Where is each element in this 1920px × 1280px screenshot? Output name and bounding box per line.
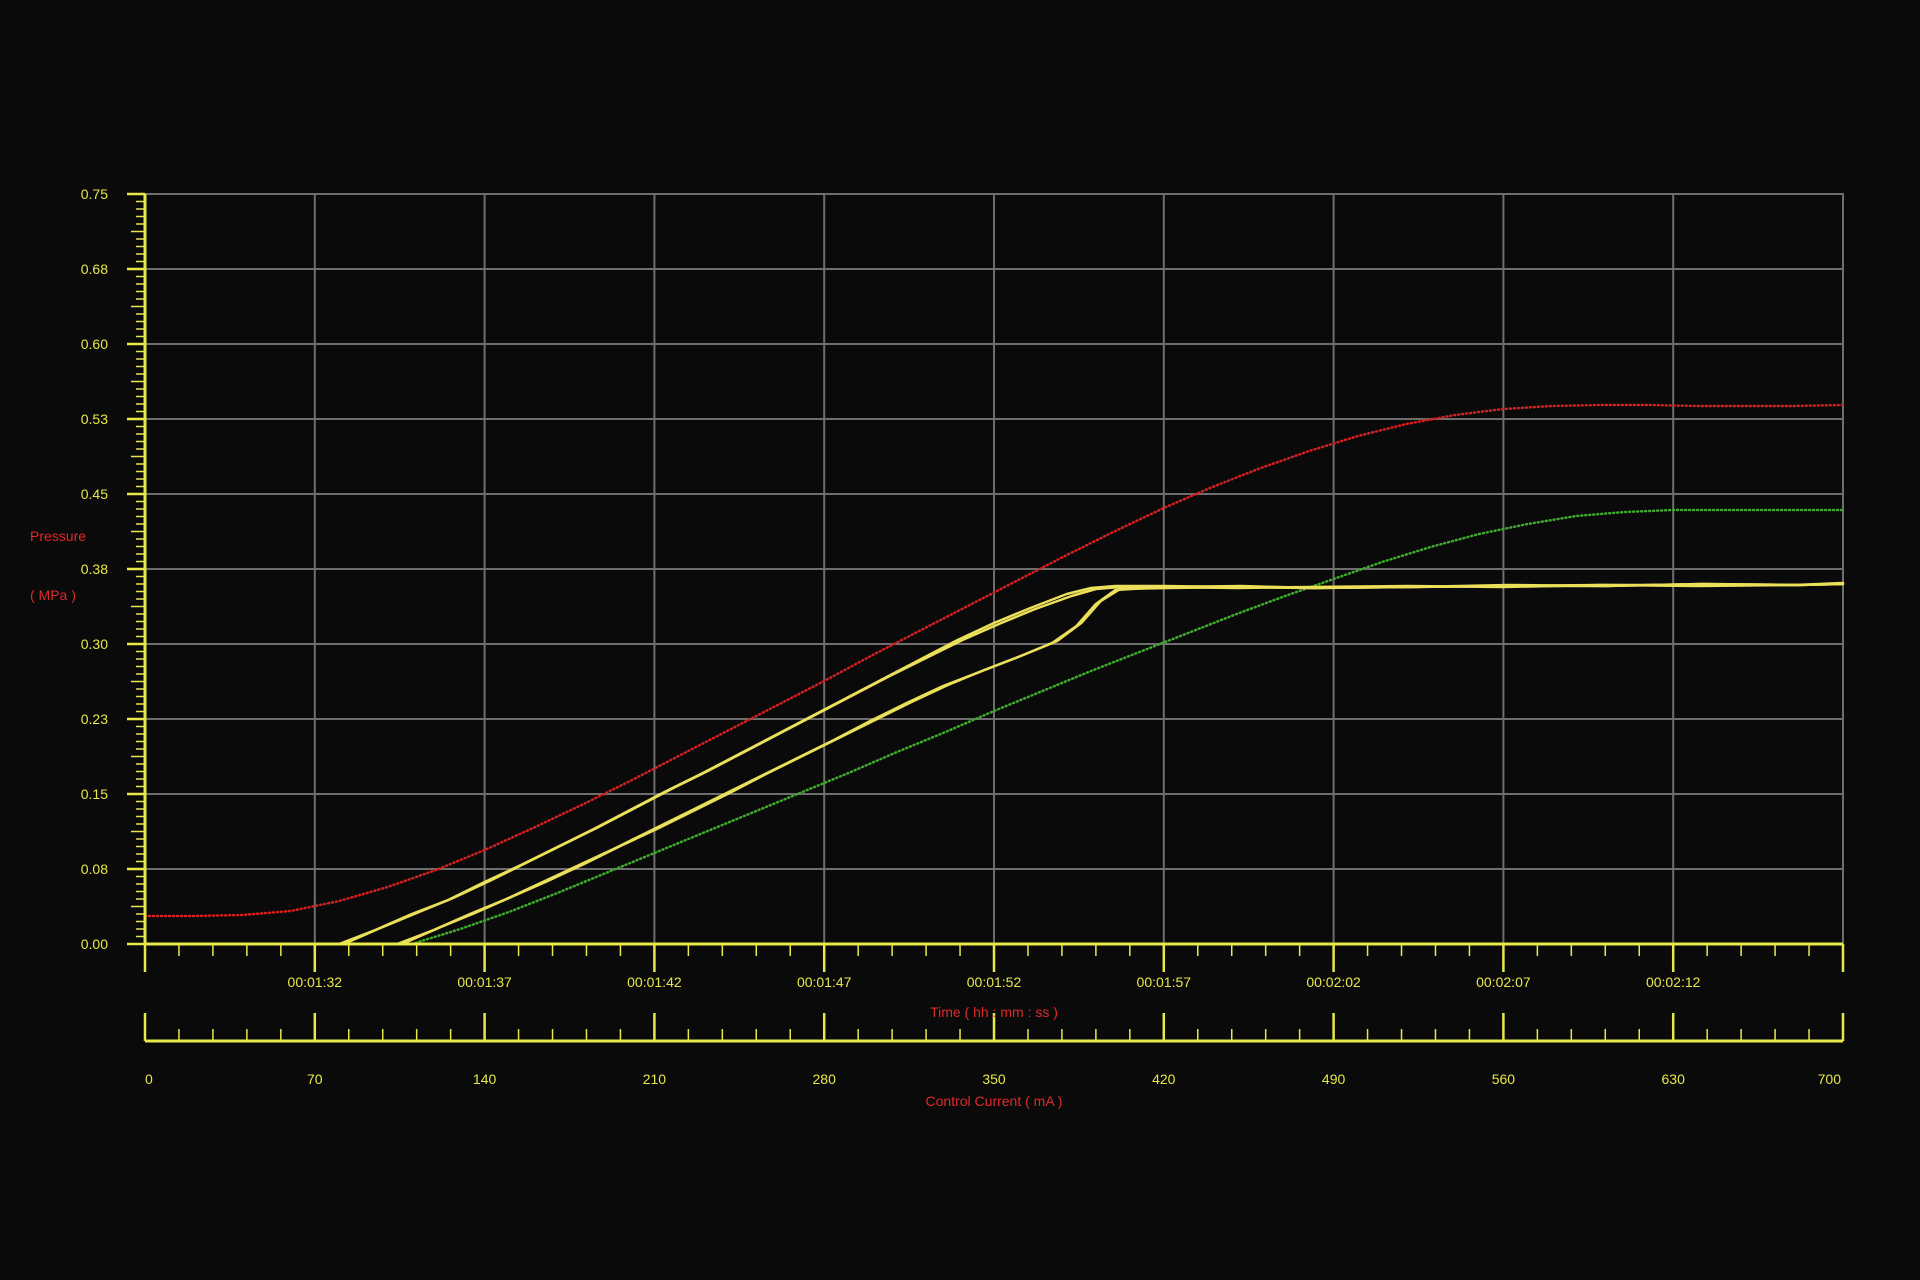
- x2-tick-label: 490: [1322, 1071, 1346, 1087]
- axes: 0.00 0.08 0.15 0.23 0.30 0.38 0.45 0.53 0.60 0.68…: [81, 186, 1845, 1087]
- y-tick-label: 0.15: [81, 786, 108, 802]
- y-axis-unit: ( MPa ): [30, 587, 76, 603]
- y-axis-title: Pressure: [30, 528, 86, 544]
- y-tick-label: 0.38: [81, 561, 108, 577]
- x2-tick-label: 630: [1662, 1071, 1686, 1087]
- x-tick-label: 00:01:32: [288, 974, 343, 990]
- series-line-1: [143, 403, 1845, 918]
- y-tick-label: 0.68: [81, 261, 108, 277]
- x-tick-label: 00:01:37: [457, 974, 512, 990]
- x2-tick-label: 350: [982, 1071, 1006, 1087]
- y-tick-label: 0.23: [81, 711, 108, 727]
- x2-tick-label: 700: [1818, 1071, 1842, 1087]
- y-tick-label: 0.53: [81, 411, 108, 427]
- series-group: [143, 403, 1845, 946]
- x-axis-title: Time ( hh : mm : ss ): [930, 1004, 1058, 1020]
- y-tick-label: 0.08: [81, 861, 108, 877]
- x-tick-label: 00:02:12: [1646, 974, 1701, 990]
- series-line-2: [410, 508, 1845, 946]
- y-tick-label: 0.75: [81, 186, 108, 202]
- x-tick-label: 00:02:07: [1476, 974, 1531, 990]
- x-tick-label: 00:01:47: [797, 974, 852, 990]
- x-tick-label: 00:02:02: [1306, 974, 1361, 990]
- x2-tick-label: 210: [643, 1071, 667, 1087]
- labels: Pressure ( MPa ) Time ( hh : mm : ss ) C…: [30, 528, 1062, 1109]
- x2-tick-label: 0: [145, 1071, 153, 1087]
- x-tick-label: 00:01:57: [1137, 974, 1192, 990]
- y-tick-label: 0.45: [81, 486, 108, 502]
- x-tick-label: 00:01:42: [627, 974, 682, 990]
- x2-tick-label: 560: [1492, 1071, 1516, 1087]
- x-tick-label: 00:01:52: [967, 974, 1022, 990]
- x2-tick-label: 280: [813, 1071, 837, 1087]
- x2-tick-label: 140: [473, 1071, 497, 1087]
- y-tick-label: 0.00: [81, 936, 108, 952]
- x2-tick-label: 420: [1152, 1071, 1176, 1087]
- y-tick-label: 0.30: [81, 636, 108, 652]
- series-line-6: [400, 582, 1845, 946]
- x2-axis-title: Control Current ( mA ): [926, 1093, 1063, 1109]
- y-tick-label: 0.60: [81, 336, 108, 352]
- x2-tick-label: 70: [307, 1071, 323, 1087]
